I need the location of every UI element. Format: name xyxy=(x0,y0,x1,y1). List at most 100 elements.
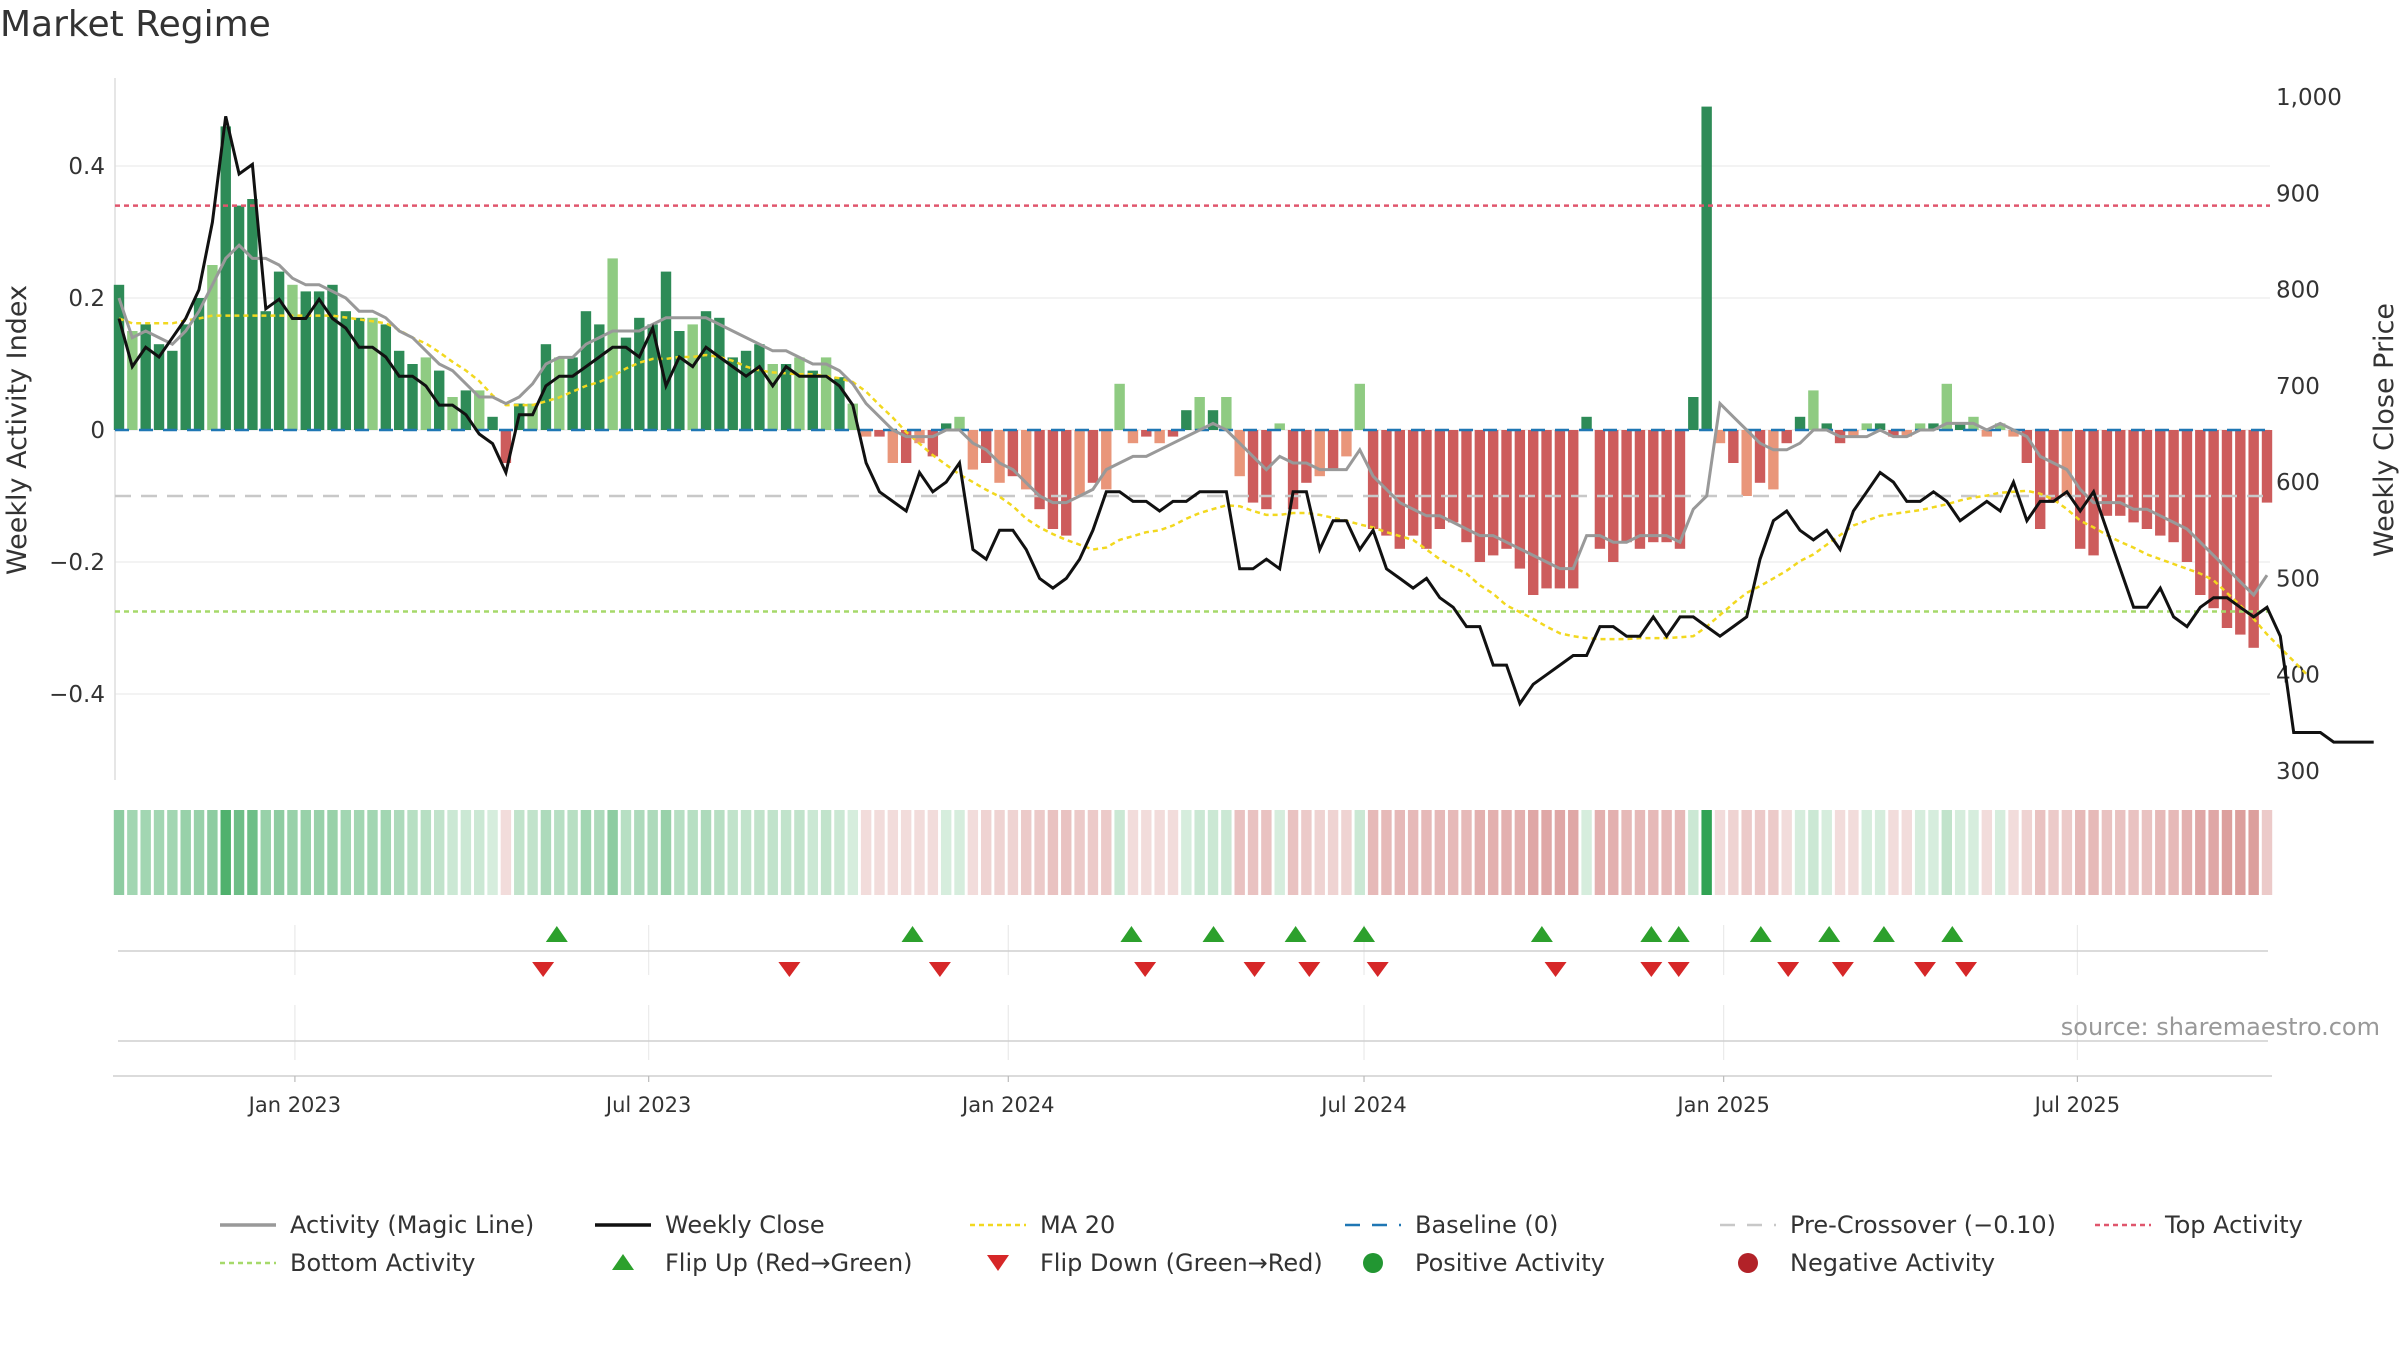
regime-strip-cell-2 xyxy=(140,810,151,895)
regime-strip-cell-80 xyxy=(1181,810,1192,895)
regime-strip-cell-13 xyxy=(287,810,298,895)
activity-bar-56 xyxy=(860,430,872,437)
regime-strip-cell-58 xyxy=(887,810,899,895)
regime-strip-cell-70 xyxy=(1047,810,1059,895)
regime-strip-cell-65 xyxy=(981,810,992,895)
activity-bar-120 xyxy=(1714,430,1726,444)
legend-label-1: Weekly Close xyxy=(665,1211,825,1239)
activity-bar-66 xyxy=(994,430,1005,483)
regime-strip-cell-6 xyxy=(193,810,205,895)
activity-bar-121 xyxy=(1728,430,1739,463)
regime-strip-cell-113 xyxy=(1621,810,1632,895)
regime-strip-cell-69 xyxy=(1034,810,1045,895)
regime-strip-cell-81 xyxy=(1194,810,1205,895)
regime-strip-cell-99 xyxy=(1434,810,1446,895)
activity-bar-27 xyxy=(474,390,485,430)
regime-strip-cell-115 xyxy=(1648,810,1659,895)
regime-strip-cell-56 xyxy=(860,810,872,895)
activity-bar-125 xyxy=(1781,430,1792,444)
activity-bar-96 xyxy=(1394,430,1405,549)
regime-strip-cell-82 xyxy=(1207,810,1219,895)
activity-bar-146 xyxy=(2061,430,2073,496)
activity-bar-99 xyxy=(1434,430,1446,529)
activity-bar-77 xyxy=(1141,430,1152,437)
activity-bar-28 xyxy=(487,416,498,430)
activity-bar-98 xyxy=(1421,430,1432,549)
regime-strip-cell-76 xyxy=(1127,810,1139,895)
regime-strip-cell-133 xyxy=(1888,810,1899,895)
regime-strip-cell-138 xyxy=(1954,810,1966,895)
activity-bar-16 xyxy=(327,284,338,430)
activity-bar-53 xyxy=(820,357,832,430)
regime-strip-cell-60 xyxy=(914,810,925,895)
regime-strip-cell-4 xyxy=(167,810,178,895)
left-axis-title: Weekly Activity Index xyxy=(2,285,33,575)
regime-strip-cell-149 xyxy=(2101,810,2113,895)
right-tick-label-7: 300 xyxy=(2276,759,2320,785)
activity-bar-8 xyxy=(220,126,231,431)
regime-strip-cell-120 xyxy=(1714,810,1726,895)
activity-bar-151 xyxy=(2128,430,2139,523)
activity-bar-142 xyxy=(2008,430,2019,437)
activity-bar-7 xyxy=(207,265,218,430)
activity-bar-22 xyxy=(407,364,418,430)
activity-bar-21 xyxy=(393,350,405,430)
regime-strip-cell-55 xyxy=(847,810,858,895)
activity-bar-159 xyxy=(2235,430,2246,635)
regime-strip-cell-151 xyxy=(2128,810,2139,895)
activity-bar-101 xyxy=(1461,430,1472,543)
activity-bar-6 xyxy=(193,298,205,430)
activity-bar-130 xyxy=(1848,430,1859,437)
regime-strip-cell-155 xyxy=(2181,810,2193,895)
activity-bar-157 xyxy=(2208,430,2219,609)
activity-bar-92 xyxy=(1341,430,1352,457)
regime-strip-cell-17 xyxy=(340,810,352,895)
activity-bar-80 xyxy=(1181,410,1192,430)
right-tick-label-0: 1,000 xyxy=(2276,85,2342,111)
activity-bar-2 xyxy=(140,324,151,430)
regime-strip-cell-42 xyxy=(674,810,685,895)
legend-label-2: MA 20 xyxy=(1040,1211,1115,1239)
flip-up-marker-11 xyxy=(1872,926,1895,942)
activity-bar-46 xyxy=(727,357,738,430)
activity-bar-29 xyxy=(500,430,512,463)
flip-down-marker-12 xyxy=(1913,962,1936,977)
activity-bar-63 xyxy=(954,416,965,430)
flip-up-marker-1 xyxy=(901,926,924,942)
legend-symbol-7 xyxy=(612,1254,634,1270)
regime-strip-cell-104 xyxy=(1501,810,1512,895)
regime-strip-cell-57 xyxy=(874,810,885,895)
y-tick-label-0: 0.4 xyxy=(68,154,105,180)
flip-down-marker-10 xyxy=(1777,962,1800,977)
activity-bar-83 xyxy=(1221,397,1232,430)
regime-strip-cell-52 xyxy=(807,810,818,895)
activity-bar-19 xyxy=(367,317,378,430)
activity-bar-58 xyxy=(887,430,899,463)
activity-bar-54 xyxy=(834,377,845,430)
activity-bar-65 xyxy=(981,430,992,463)
regime-strip-cell-14 xyxy=(300,810,311,895)
regime-strip-cell-146 xyxy=(2061,810,2073,895)
regime-strip-cell-3 xyxy=(153,810,165,895)
flip-up-marker-3 xyxy=(1202,926,1225,942)
activity-bar-84 xyxy=(1234,430,1245,477)
activity-bar-33 xyxy=(554,357,565,430)
activity-magic-line xyxy=(117,243,2269,598)
regime-strip-cell-93 xyxy=(1354,810,1365,895)
activity-bar-87 xyxy=(1274,423,1285,430)
activity-bar-44 xyxy=(700,311,712,430)
flip-down-marker-8 xyxy=(1640,962,1663,977)
activity-bar-122 xyxy=(1741,430,1752,496)
regime-strip-cell-156 xyxy=(2195,810,2206,895)
regime-strip-cell-90 xyxy=(1314,810,1325,895)
activity-bar-5 xyxy=(180,324,191,430)
activity-bar-75 xyxy=(1114,383,1125,430)
regime-strip-cell-121 xyxy=(1728,810,1739,895)
activity-bar-48 xyxy=(754,344,765,430)
activity-bar-123 xyxy=(1754,430,1766,483)
regime-strip-cell-79 xyxy=(1167,810,1179,895)
activity-bar-138 xyxy=(1954,423,1966,430)
activity-bar-128 xyxy=(1821,423,1832,430)
activity-bar-15 xyxy=(313,291,325,430)
